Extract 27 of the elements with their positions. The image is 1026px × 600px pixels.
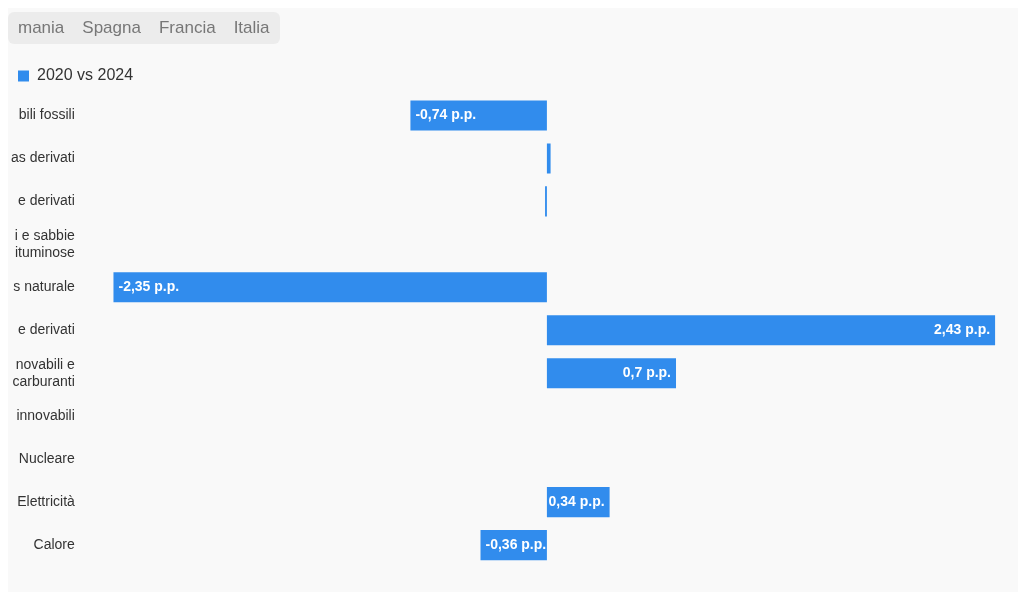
y-tick-label: innovabili bbox=[16, 407, 75, 424]
data-label: -0,36 p.p. bbox=[485, 535, 547, 552]
y-tick-label: novabili e carburanti bbox=[12, 355, 76, 389]
data-label: -0,74 p.p. bbox=[415, 106, 477, 123]
y-tick-label: bili fossili bbox=[18, 106, 75, 123]
y-tick-label: Elettricità bbox=[17, 493, 76, 510]
legend-label: 2020 vs 2024 bbox=[37, 66, 134, 84]
text: Francia bbox=[158, 18, 216, 38]
bar bbox=[410, 100, 547, 131]
data-label: 0,7 p.p. bbox=[622, 364, 672, 381]
data-label: -2,35 p.p. bbox=[118, 278, 180, 295]
y-tick-label: as derivati bbox=[10, 149, 75, 166]
text: mania bbox=[18, 18, 65, 38]
data-label: 0,34 p.p. bbox=[548, 493, 605, 510]
y-tick-label: i e sabbie ituminose bbox=[14, 226, 76, 260]
bar bbox=[546, 143, 551, 174]
bar bbox=[546, 358, 677, 389]
bar bbox=[546, 315, 996, 346]
y-tick-label: s naturale bbox=[13, 278, 76, 295]
y-tick-label: Calore bbox=[33, 535, 76, 552]
data-label: 2,43 p.p. bbox=[934, 321, 991, 338]
text: Italia bbox=[233, 18, 270, 38]
bar bbox=[113, 272, 547, 303]
y-tick-label: Nucleare bbox=[18, 450, 76, 467]
y-tick-label: e derivati bbox=[17, 192, 75, 209]
y-tick-label: e derivati bbox=[17, 321, 75, 338]
text: Spagna bbox=[82, 18, 141, 38]
